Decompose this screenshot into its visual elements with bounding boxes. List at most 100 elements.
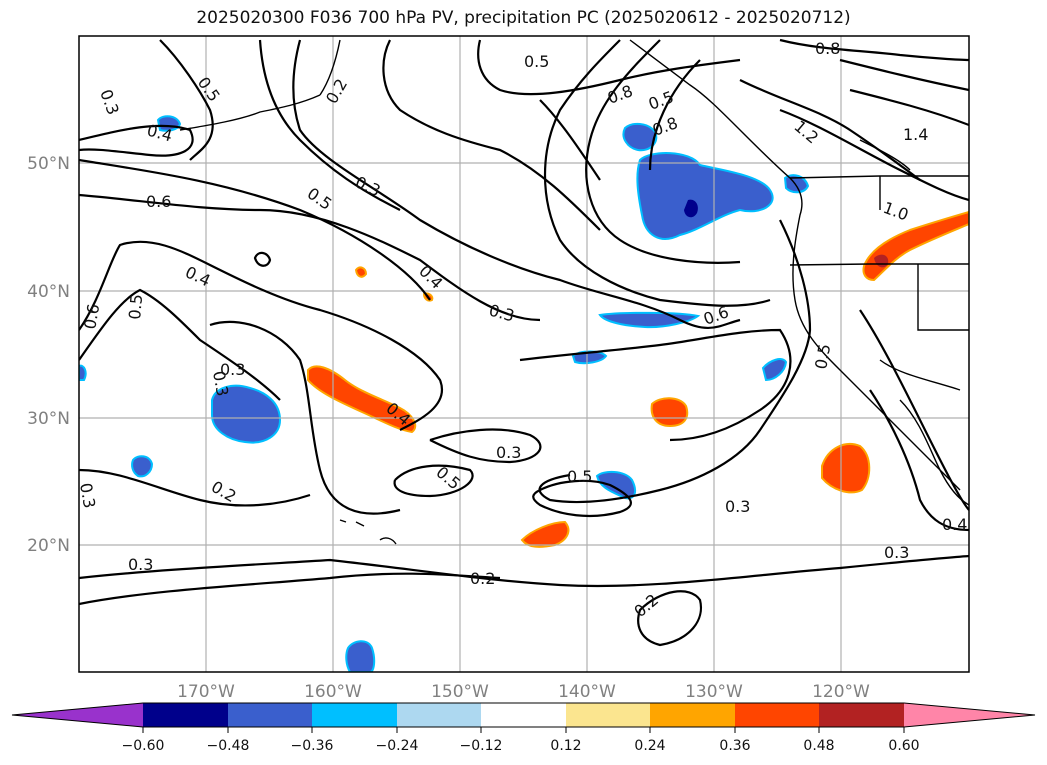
contour-label: 0.5: [567, 467, 592, 486]
colorbar-tick: 0.48: [803, 738, 834, 754]
contour-label: 0.6: [146, 192, 171, 211]
lon-label: 140°W: [558, 682, 616, 702]
contour-label: 0.3: [884, 543, 909, 562]
precip-area: [131, 455, 154, 478]
pv-contour: [79, 288, 281, 401]
colorbar-tick: −0.36: [291, 738, 334, 754]
pv-contour: [79, 240, 443, 431]
contour-label: 0.3: [209, 369, 232, 397]
precip-area: [595, 470, 637, 500]
coastline: [859, 139, 911, 171]
pv-contour: [648, 59, 701, 171]
lat-label: 40°N: [27, 282, 70, 302]
colorbar-tick: 0.12: [550, 738, 581, 754]
colorbar-tick: −0.48: [207, 738, 250, 754]
lon-label: 170°W: [177, 682, 235, 702]
map-title: 2025020300 F036 700 hPa PV, precipitatio…: [196, 8, 851, 28]
latitude-labels: 50°N 40°N 30°N 20°N: [27, 154, 70, 556]
pv-contour: [209, 320, 401, 515]
pv-contour: [79, 124, 194, 157]
pv-contours: [79, 38, 969, 647]
precip-area: [650, 397, 689, 428]
precip-area: [862, 210, 969, 282]
pv-contour: [532, 479, 632, 518]
pv-contour: [637, 590, 703, 647]
coastline: [339, 519, 397, 545]
pv-contour: [79, 554, 969, 588]
precip-area: [354, 266, 368, 278]
graticule: [79, 36, 969, 672]
lon-label: 150°W: [431, 682, 489, 702]
colorbar-extend-max: [904, 703, 1035, 727]
pv-contour: [585, 39, 741, 264]
colorbar-segment: [735, 703, 819, 727]
map-frame: [78, 35, 970, 673]
colorbar: −0.60 −0.48 −0.36 −0.24 −0.12 0.12 0.24 …: [11, 702, 1036, 754]
pv-contour: [79, 572, 501, 606]
pv-contour: [539, 99, 601, 181]
colorbar-segment: [228, 703, 312, 727]
colorbar-segment: [650, 703, 735, 727]
colorbar-tick: −0.60: [122, 738, 165, 754]
contour-label: 0.3: [76, 481, 99, 509]
colorbar-segment: [312, 703, 397, 727]
lat-label: 20°N: [27, 536, 70, 556]
pv-contour: [79, 468, 311, 507]
coastline: [629, 39, 961, 491]
pv-contour: [429, 428, 542, 464]
pv-contour: [382, 39, 601, 231]
precip-area: [761, 358, 788, 382]
coastlines: [179, 39, 969, 545]
precip-area: [636, 152, 774, 240]
pv-contour: [79, 158, 431, 301]
precip-area: [821, 443, 871, 494]
coastline: [917, 264, 969, 331]
coastline: [789, 263, 969, 266]
colorbar-tick: −0.12: [460, 738, 503, 754]
precip-area: [520, 520, 570, 548]
pv-contour: [519, 328, 792, 442]
coastline: [319, 39, 341, 96]
colorbar-tick: 0.24: [634, 738, 665, 754]
lat-label: 50°N: [27, 154, 70, 174]
pv-contour: [477, 39, 741, 96]
colorbar-tick: −0.24: [376, 738, 419, 754]
pv-contour: [779, 108, 969, 202]
coastline: [879, 359, 961, 391]
pv-contour: [839, 58, 969, 92]
pv-contour: [253, 251, 272, 267]
contour-label: 0.6: [80, 302, 103, 330]
pv-contour: [859, 309, 969, 511]
colorbar-segment: [819, 703, 904, 727]
colorbar-segment: [397, 703, 481, 727]
colorbar-segment: [566, 703, 650, 727]
coastline: [179, 94, 321, 131]
pv-contour: [543, 39, 771, 307]
contour-label: 0.5: [811, 342, 834, 370]
contour-label: 0.3: [220, 360, 245, 379]
contour-label: 0.3: [128, 555, 153, 574]
precip-area: [684, 199, 698, 218]
precip-negative-areas: [79, 115, 810, 672]
pv-contour: [779, 38, 969, 62]
contour-label: 0.3: [725, 497, 750, 516]
precip-area: [345, 640, 376, 672]
contour-label: 0.2: [470, 569, 495, 588]
lon-label: 160°W: [304, 682, 362, 702]
pv-contour: [739, 79, 921, 181]
colorbar-tick: 0.36: [719, 738, 750, 754]
pv-contour: [292, 39, 741, 329]
pv-contour: [849, 88, 969, 127]
colorbar-segment: [481, 703, 566, 727]
pv-contour: [79, 193, 541, 322]
pv-contour: [159, 39, 214, 161]
precip-area: [211, 384, 282, 444]
colorbar-segment: [143, 703, 228, 727]
contour-label: 1.4: [903, 125, 928, 144]
lon-label: 120°W: [812, 682, 870, 702]
longitude-labels: 170°W 160°W 150°W 140°W 130°W 120°W: [177, 682, 870, 702]
pv-contour: [538, 219, 812, 504]
contour-label: 0.5: [524, 52, 549, 71]
lat-label: 30°N: [27, 409, 70, 429]
